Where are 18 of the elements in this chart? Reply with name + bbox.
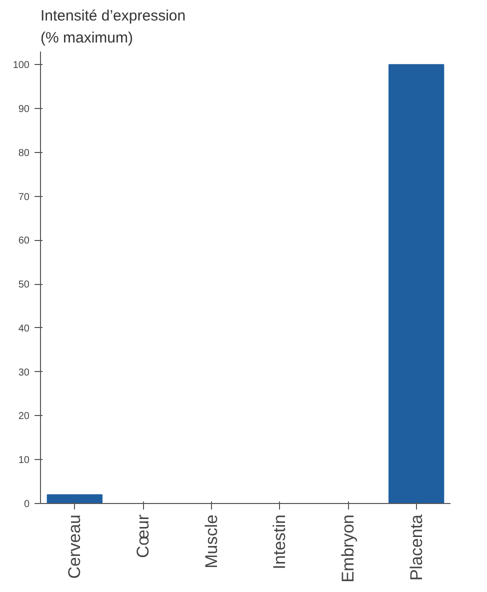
x-tick-label: Cerveau bbox=[65, 514, 84, 579]
y-tick-label: 70 bbox=[18, 192, 30, 203]
x-tick-label: Cœur bbox=[134, 514, 152, 558]
y-tick-label: 60 bbox=[18, 236, 30, 247]
y-tick-label: 80 bbox=[18, 148, 30, 159]
y-tick-label: 90 bbox=[18, 104, 30, 116]
x-tick-label: Placenta bbox=[406, 514, 426, 581]
y-tick-label: 30 bbox=[18, 367, 30, 378]
y-tick-label: 50 bbox=[18, 280, 30, 291]
y-tick-label: 0 bbox=[24, 499, 30, 510]
x-tick-label: Embryon bbox=[338, 514, 358, 583]
y-tick-label: 100 bbox=[12, 60, 30, 72]
y-tick-label: 20 bbox=[18, 411, 30, 422]
y-tick-label: 40 bbox=[18, 323, 30, 334]
x-tick-label: Muscle bbox=[202, 514, 221, 568]
y-tick-label: 10 bbox=[18, 455, 30, 466]
x-tick-label: Intestin bbox=[270, 514, 290, 570]
y-axis-title: Intensité d’expression (% maximum) bbox=[40, 7, 186, 46]
